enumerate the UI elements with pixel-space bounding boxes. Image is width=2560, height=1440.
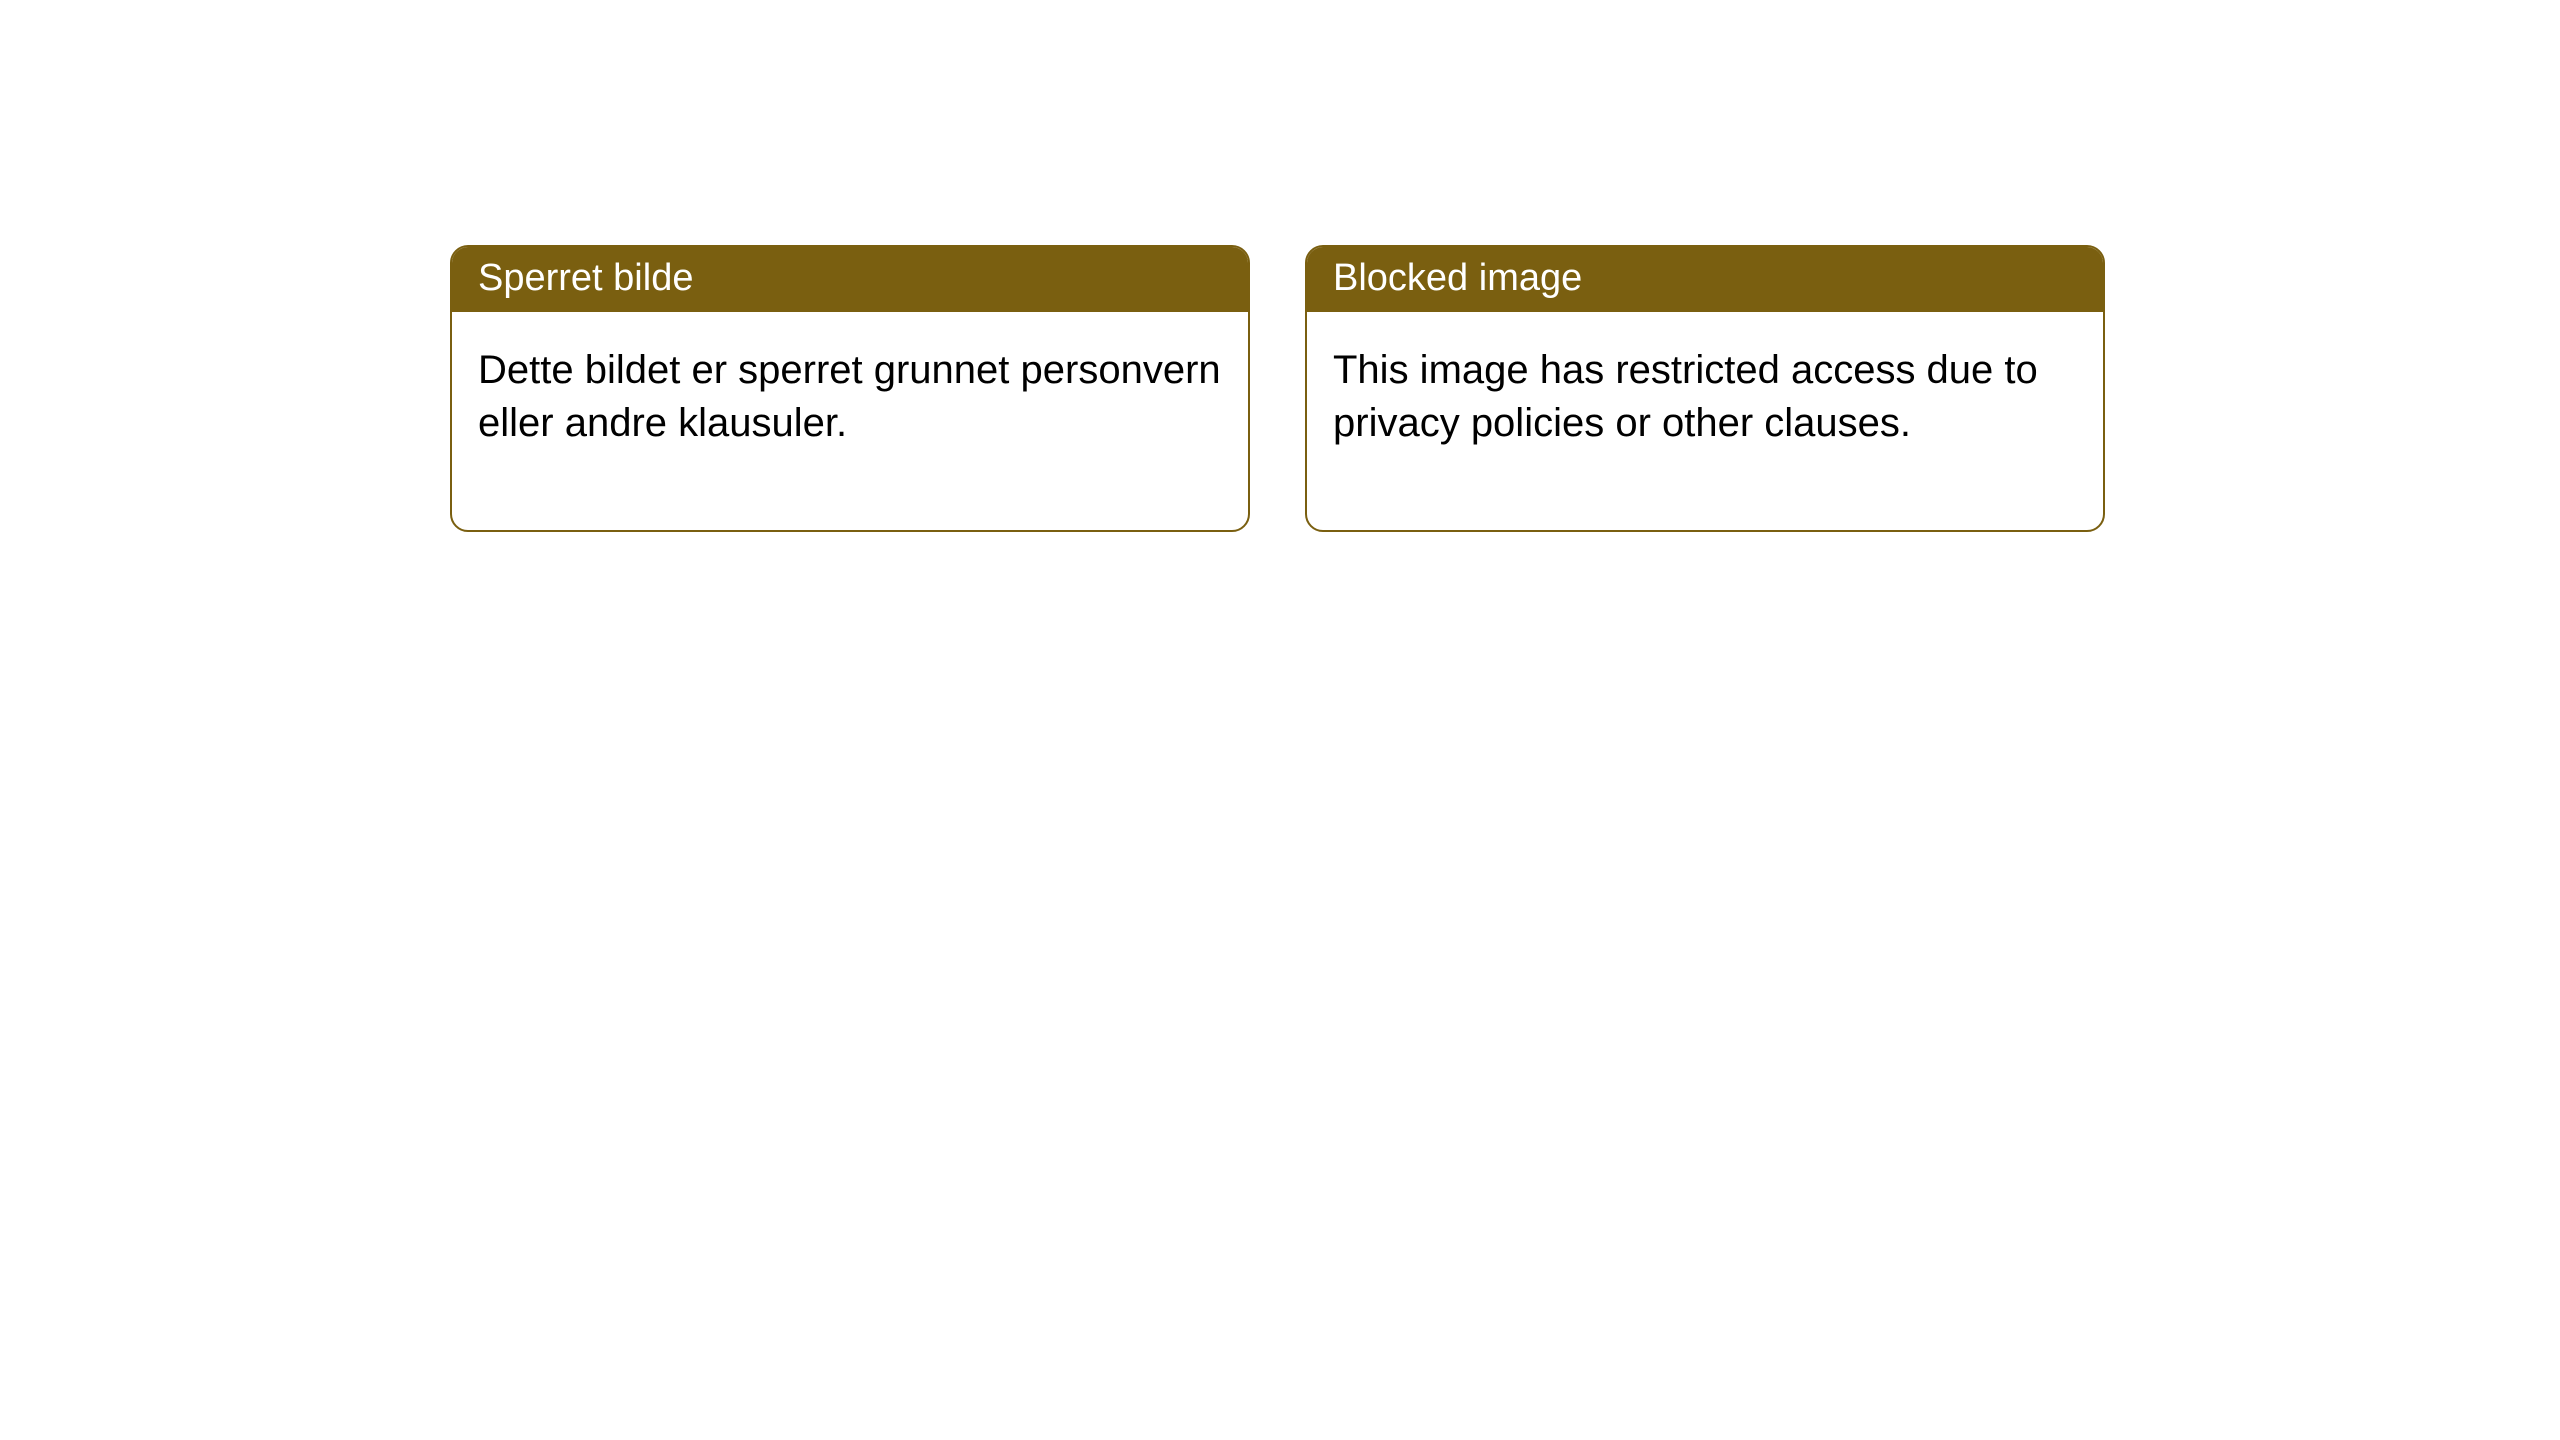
notice-body-no: Dette bildet er sperret grunnet personve…: [452, 312, 1248, 530]
notice-body-en: This image has restricted access due to …: [1307, 312, 2103, 530]
notice-card-en: Blocked image This image has restricted …: [1305, 245, 2105, 532]
notice-title-en: Blocked image: [1307, 247, 2103, 312]
notice-card-no: Sperret bilde Dette bildet er sperret gr…: [450, 245, 1250, 532]
notice-title-no: Sperret bilde: [452, 247, 1248, 312]
notice-container: Sperret bilde Dette bildet er sperret gr…: [450, 245, 2105, 532]
